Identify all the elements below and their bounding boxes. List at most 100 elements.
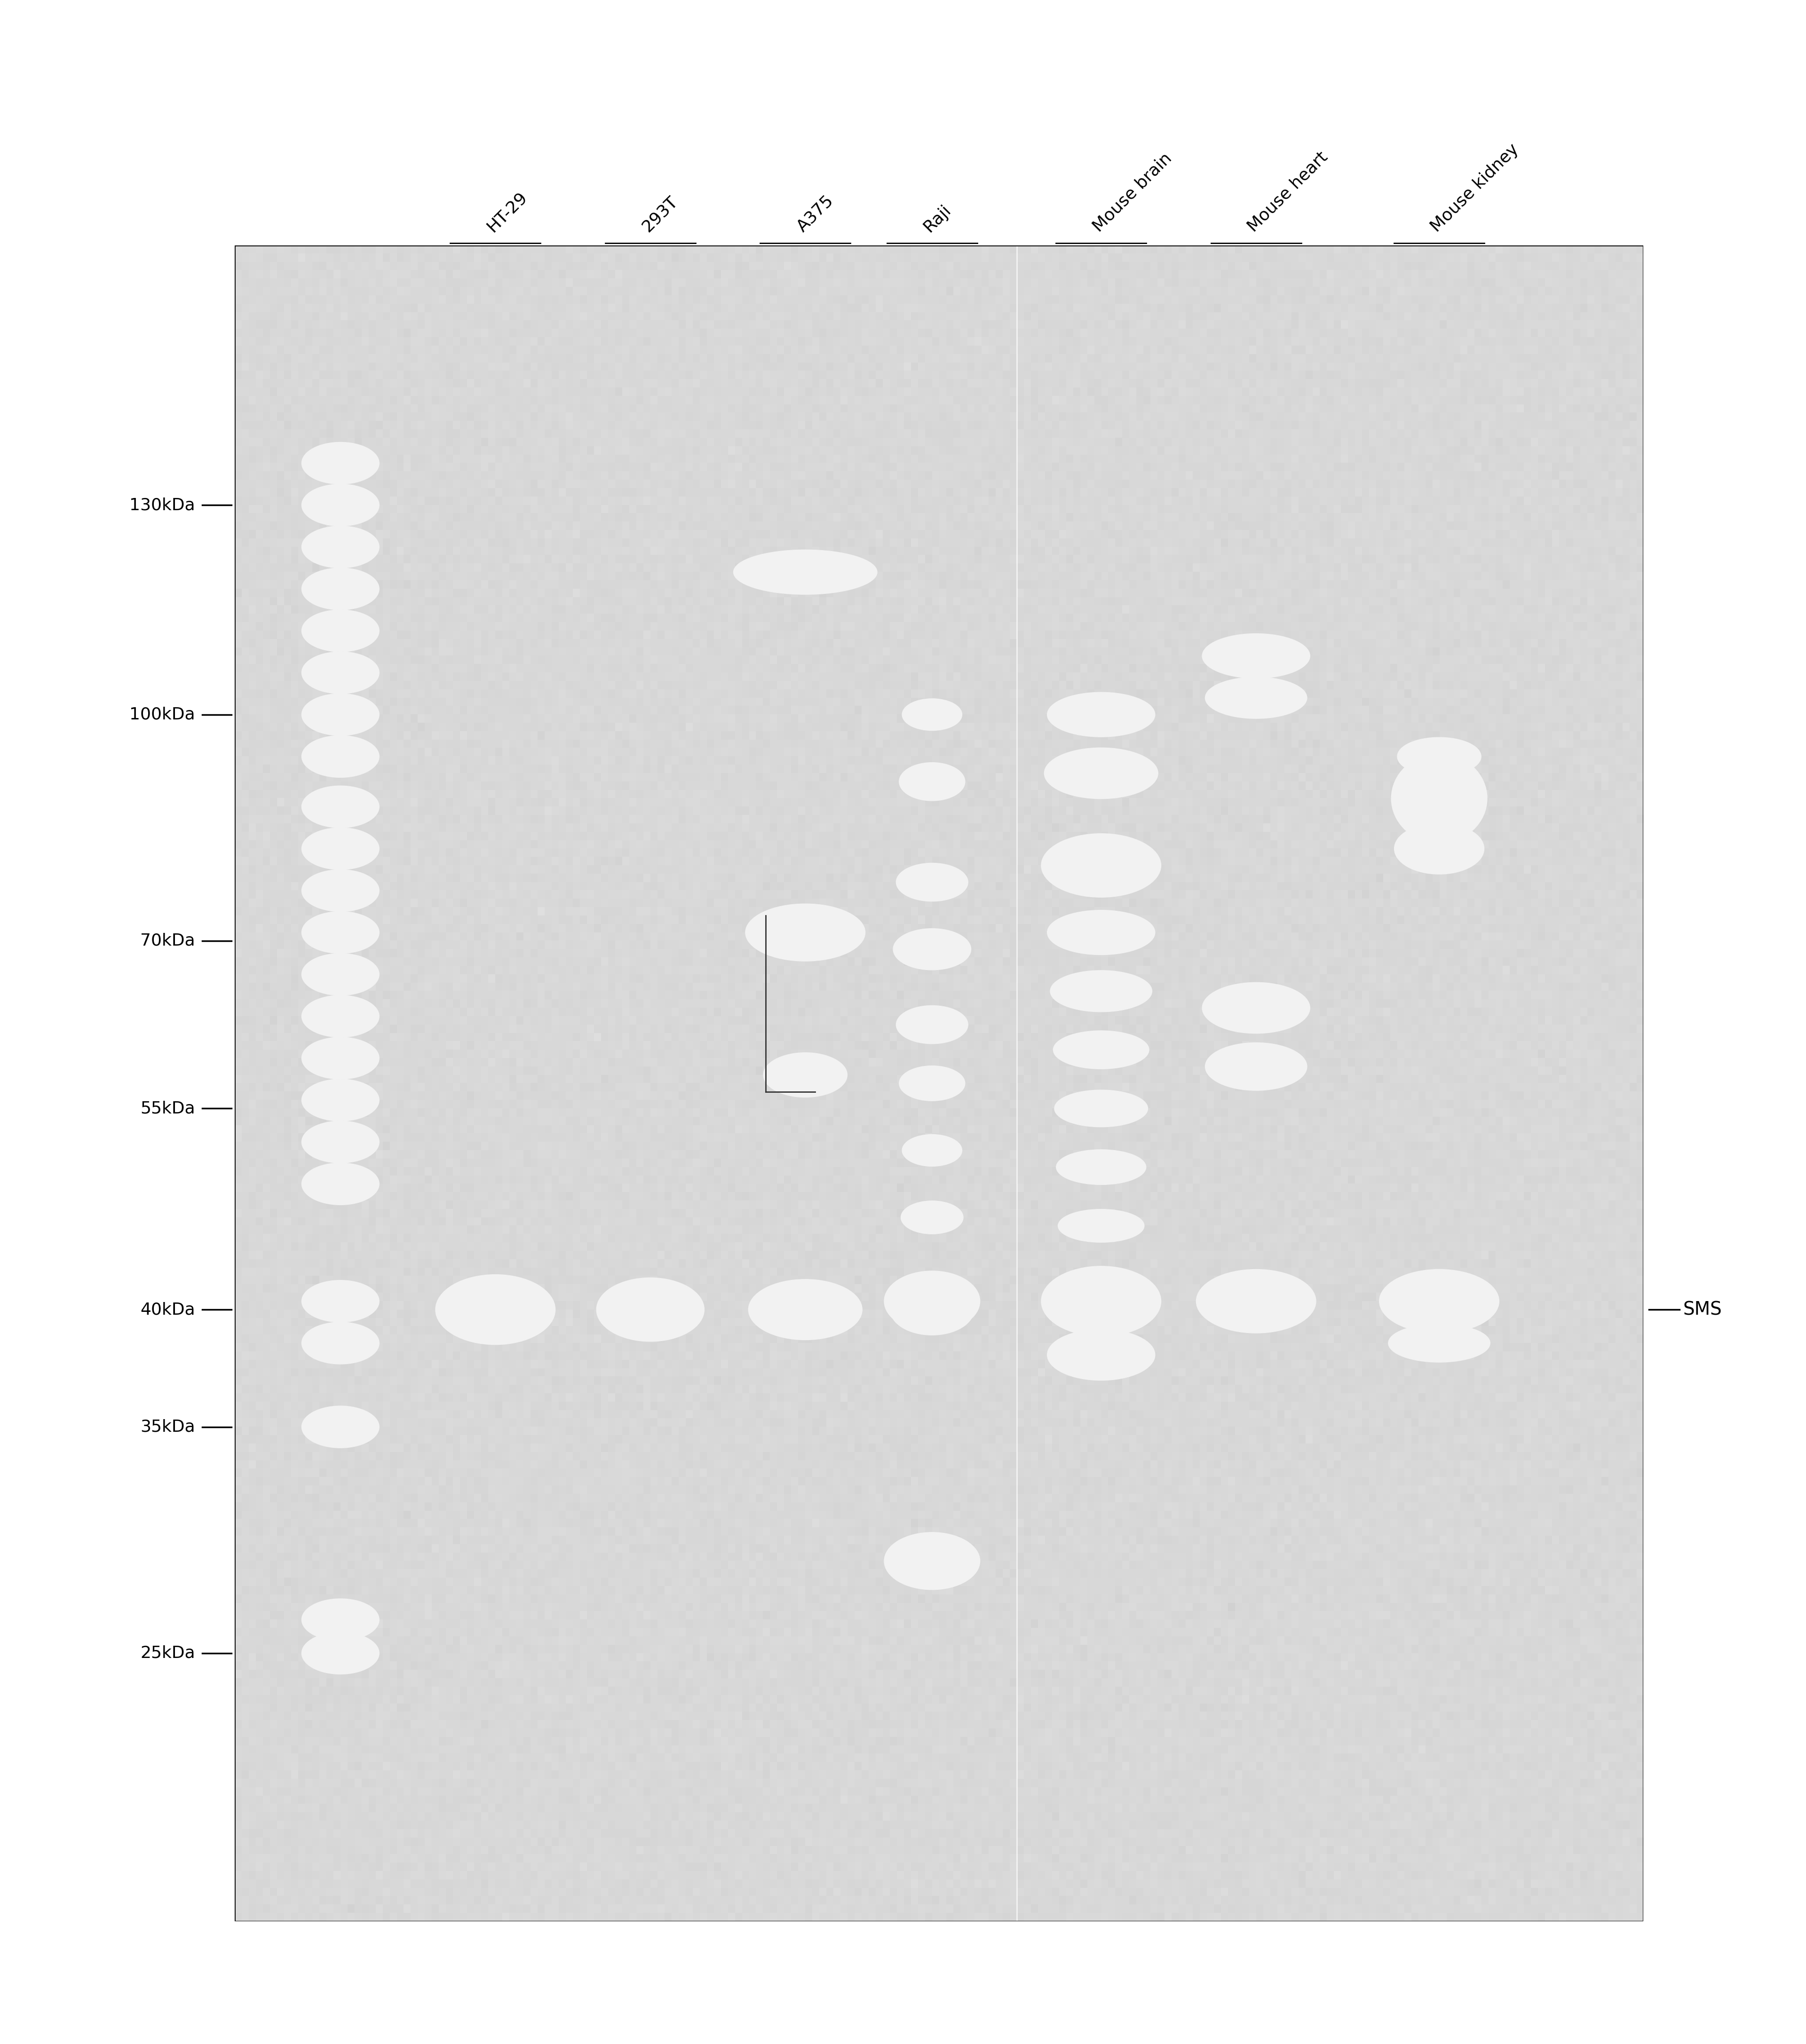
Ellipse shape bbox=[912, 1141, 952, 1161]
Ellipse shape bbox=[302, 1280, 379, 1322]
Ellipse shape bbox=[901, 1067, 963, 1100]
Ellipse shape bbox=[318, 1607, 363, 1633]
Ellipse shape bbox=[479, 1300, 511, 1318]
Ellipse shape bbox=[338, 1619, 343, 1621]
Ellipse shape bbox=[455, 1286, 535, 1333]
Ellipse shape bbox=[1069, 920, 1134, 946]
Ellipse shape bbox=[338, 805, 343, 807]
Ellipse shape bbox=[926, 711, 937, 717]
Ellipse shape bbox=[318, 1641, 363, 1666]
Ellipse shape bbox=[1250, 652, 1262, 658]
Ellipse shape bbox=[899, 1541, 964, 1580]
Ellipse shape bbox=[320, 879, 361, 901]
Ellipse shape bbox=[923, 1079, 941, 1087]
Ellipse shape bbox=[1243, 693, 1270, 703]
Ellipse shape bbox=[338, 889, 343, 891]
Ellipse shape bbox=[314, 1085, 367, 1114]
Ellipse shape bbox=[786, 1065, 825, 1085]
Ellipse shape bbox=[318, 1288, 363, 1314]
Ellipse shape bbox=[923, 1555, 941, 1568]
Ellipse shape bbox=[312, 1412, 368, 1443]
Ellipse shape bbox=[332, 628, 349, 636]
Ellipse shape bbox=[302, 1322, 379, 1363]
Ellipse shape bbox=[894, 928, 972, 971]
Ellipse shape bbox=[1089, 858, 1112, 873]
Ellipse shape bbox=[890, 1284, 973, 1335]
Ellipse shape bbox=[1093, 1296, 1109, 1306]
Ellipse shape bbox=[903, 1284, 961, 1318]
Ellipse shape bbox=[1403, 740, 1476, 773]
Ellipse shape bbox=[1058, 1210, 1145, 1243]
Ellipse shape bbox=[1410, 744, 1466, 769]
Ellipse shape bbox=[1416, 836, 1463, 863]
Ellipse shape bbox=[320, 1609, 361, 1631]
Ellipse shape bbox=[1082, 764, 1120, 781]
Ellipse shape bbox=[1420, 1335, 1459, 1351]
Ellipse shape bbox=[320, 838, 361, 861]
Ellipse shape bbox=[1096, 863, 1105, 867]
Ellipse shape bbox=[1075, 979, 1129, 1002]
Ellipse shape bbox=[907, 1069, 959, 1098]
Ellipse shape bbox=[766, 1055, 845, 1096]
Ellipse shape bbox=[303, 1122, 377, 1161]
Ellipse shape bbox=[1239, 691, 1273, 705]
Ellipse shape bbox=[1076, 852, 1125, 879]
Ellipse shape bbox=[459, 1288, 531, 1331]
Ellipse shape bbox=[1432, 793, 1445, 805]
Ellipse shape bbox=[1057, 842, 1145, 889]
Ellipse shape bbox=[898, 932, 966, 967]
Ellipse shape bbox=[1420, 1290, 1459, 1312]
Ellipse shape bbox=[332, 803, 349, 811]
Ellipse shape bbox=[332, 1615, 349, 1623]
Ellipse shape bbox=[1098, 771, 1105, 775]
Ellipse shape bbox=[1084, 1161, 1120, 1173]
Ellipse shape bbox=[903, 1202, 961, 1233]
Ellipse shape bbox=[1055, 1089, 1149, 1126]
Ellipse shape bbox=[336, 1098, 345, 1104]
Ellipse shape bbox=[330, 1094, 350, 1106]
Ellipse shape bbox=[336, 711, 345, 717]
Ellipse shape bbox=[332, 544, 349, 552]
Ellipse shape bbox=[320, 452, 361, 474]
Ellipse shape bbox=[309, 1284, 372, 1318]
Ellipse shape bbox=[903, 1069, 961, 1098]
Ellipse shape bbox=[930, 781, 934, 783]
Ellipse shape bbox=[760, 1286, 851, 1335]
Ellipse shape bbox=[919, 875, 945, 889]
Ellipse shape bbox=[332, 1096, 349, 1104]
Ellipse shape bbox=[338, 1141, 343, 1143]
Ellipse shape bbox=[921, 775, 943, 789]
Ellipse shape bbox=[312, 658, 368, 689]
Ellipse shape bbox=[1219, 683, 1293, 713]
Ellipse shape bbox=[908, 701, 955, 728]
Ellipse shape bbox=[1051, 693, 1152, 736]
Ellipse shape bbox=[1087, 985, 1114, 997]
Ellipse shape bbox=[903, 699, 963, 730]
Ellipse shape bbox=[768, 1290, 843, 1331]
Ellipse shape bbox=[610, 1286, 690, 1333]
Ellipse shape bbox=[925, 879, 939, 885]
Ellipse shape bbox=[925, 1020, 939, 1028]
Ellipse shape bbox=[1057, 752, 1147, 793]
Ellipse shape bbox=[1212, 1047, 1300, 1087]
Ellipse shape bbox=[899, 1290, 966, 1331]
Ellipse shape bbox=[914, 940, 950, 959]
Ellipse shape bbox=[907, 1286, 957, 1316]
Ellipse shape bbox=[1049, 838, 1152, 893]
Ellipse shape bbox=[330, 842, 350, 854]
Ellipse shape bbox=[1084, 1347, 1120, 1363]
Ellipse shape bbox=[773, 918, 838, 948]
Ellipse shape bbox=[768, 560, 843, 585]
Ellipse shape bbox=[325, 1611, 356, 1627]
Ellipse shape bbox=[912, 1014, 952, 1034]
Ellipse shape bbox=[336, 1014, 345, 1020]
Ellipse shape bbox=[303, 444, 377, 482]
Ellipse shape bbox=[1044, 748, 1158, 799]
Ellipse shape bbox=[1224, 993, 1288, 1024]
Ellipse shape bbox=[332, 1650, 349, 1658]
Ellipse shape bbox=[314, 1412, 367, 1441]
Ellipse shape bbox=[908, 1139, 955, 1163]
Ellipse shape bbox=[1066, 1153, 1138, 1181]
Ellipse shape bbox=[312, 448, 368, 478]
Ellipse shape bbox=[330, 709, 350, 719]
